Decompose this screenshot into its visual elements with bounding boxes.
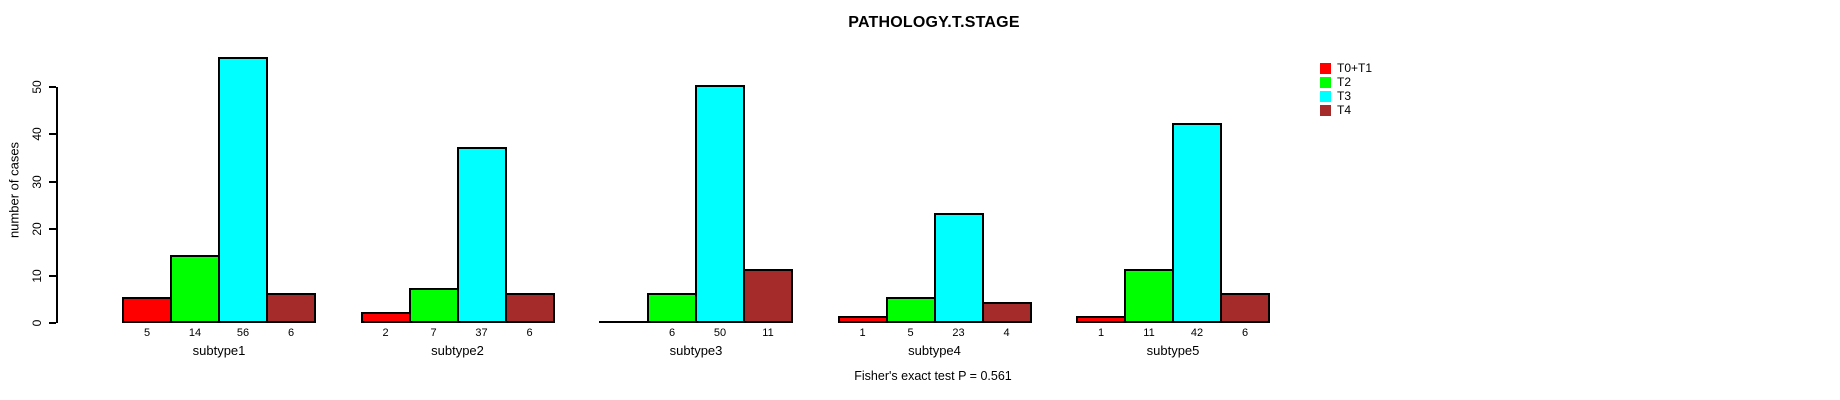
y-tick xyxy=(49,133,56,136)
legend-item: T3 xyxy=(1320,89,1372,103)
bar-value-label: 23 xyxy=(952,327,965,339)
bar xyxy=(504,293,555,323)
group-label: subtype2 xyxy=(431,343,484,358)
bar xyxy=(647,293,697,323)
bar xyxy=(933,213,984,323)
bar-value-label: 6 xyxy=(287,327,295,339)
bar xyxy=(1076,316,1126,323)
legend-swatch xyxy=(1320,77,1331,88)
group-label: subtype1 xyxy=(192,343,246,358)
legend-label: T0+T1 xyxy=(1337,61,1373,75)
bar xyxy=(360,312,411,323)
y-tick xyxy=(49,322,56,324)
bar xyxy=(1172,123,1222,323)
bar xyxy=(885,297,936,323)
y-tick-label: 0 xyxy=(30,319,44,327)
footnote: Fisher's exact test P = 0.561 xyxy=(854,369,1012,383)
bar-value-label: 6 xyxy=(526,327,533,339)
bar-value-label: 50 xyxy=(713,327,727,339)
bar-value-label: 1 xyxy=(859,327,866,339)
legend-label: T4 xyxy=(1337,103,1352,117)
group-label: subtype5 xyxy=(1146,343,1200,358)
bar xyxy=(408,288,459,323)
bar-value-label: 2 xyxy=(382,327,389,339)
legend-swatch xyxy=(1320,105,1331,116)
y-tick-label: 50 xyxy=(30,80,44,94)
y-tick-label: 40 xyxy=(30,127,44,142)
y-tick xyxy=(49,227,56,230)
bar-value-label: 5 xyxy=(143,327,151,339)
bar xyxy=(837,316,888,323)
legend-label: T3 xyxy=(1337,89,1352,103)
bar-value-label: 37 xyxy=(475,327,488,339)
bar xyxy=(743,269,793,323)
y-axis-line xyxy=(56,87,58,323)
bar xyxy=(599,321,649,323)
y-tick xyxy=(49,86,56,89)
legend-item: T2 xyxy=(1320,75,1372,89)
legend-label: T2 xyxy=(1337,75,1352,89)
group-label: subtype4 xyxy=(908,343,961,358)
y-tick-label: 10 xyxy=(30,269,44,283)
bar-value-label: 6 xyxy=(1241,327,1249,339)
legend-swatch xyxy=(1320,91,1331,102)
bar-value-label: 42 xyxy=(1190,327,1204,339)
bar xyxy=(122,297,172,323)
bar-value-label: 5 xyxy=(907,327,914,339)
bar-value-label: 14 xyxy=(188,327,202,339)
y-tick-label: 30 xyxy=(30,174,44,189)
bar-value-label: 1 xyxy=(1097,327,1105,339)
y-tick-label: 20 xyxy=(30,222,44,236)
y-axis-label: number of cases xyxy=(6,141,22,239)
bar-value-label: 6 xyxy=(668,327,676,339)
y-tick xyxy=(49,274,56,277)
legend-item: T0+T1 xyxy=(1320,61,1373,75)
bar-value-label: 4 xyxy=(1003,327,1010,339)
group-label: subtype3 xyxy=(669,343,723,358)
bar xyxy=(266,293,316,323)
bar-value-label: 56 xyxy=(236,327,250,339)
bar-value-label: 11 xyxy=(762,327,774,339)
bar-value-label: 7 xyxy=(430,327,437,339)
bar xyxy=(170,255,220,323)
bar xyxy=(1124,269,1174,323)
bar xyxy=(981,302,1032,323)
legend-swatch xyxy=(1320,63,1331,74)
bar xyxy=(1220,293,1270,323)
bar xyxy=(218,57,268,323)
chart-title: PATHOLOGY.T.STAGE xyxy=(848,14,1020,31)
bar xyxy=(456,147,507,323)
bar xyxy=(695,85,745,323)
legend: T0+T1 T2 T3 T4 xyxy=(1320,61,1373,117)
bar-value-label: 11 xyxy=(1143,327,1155,339)
y-tick xyxy=(49,180,56,183)
legend-item: T4 xyxy=(1320,103,1372,117)
